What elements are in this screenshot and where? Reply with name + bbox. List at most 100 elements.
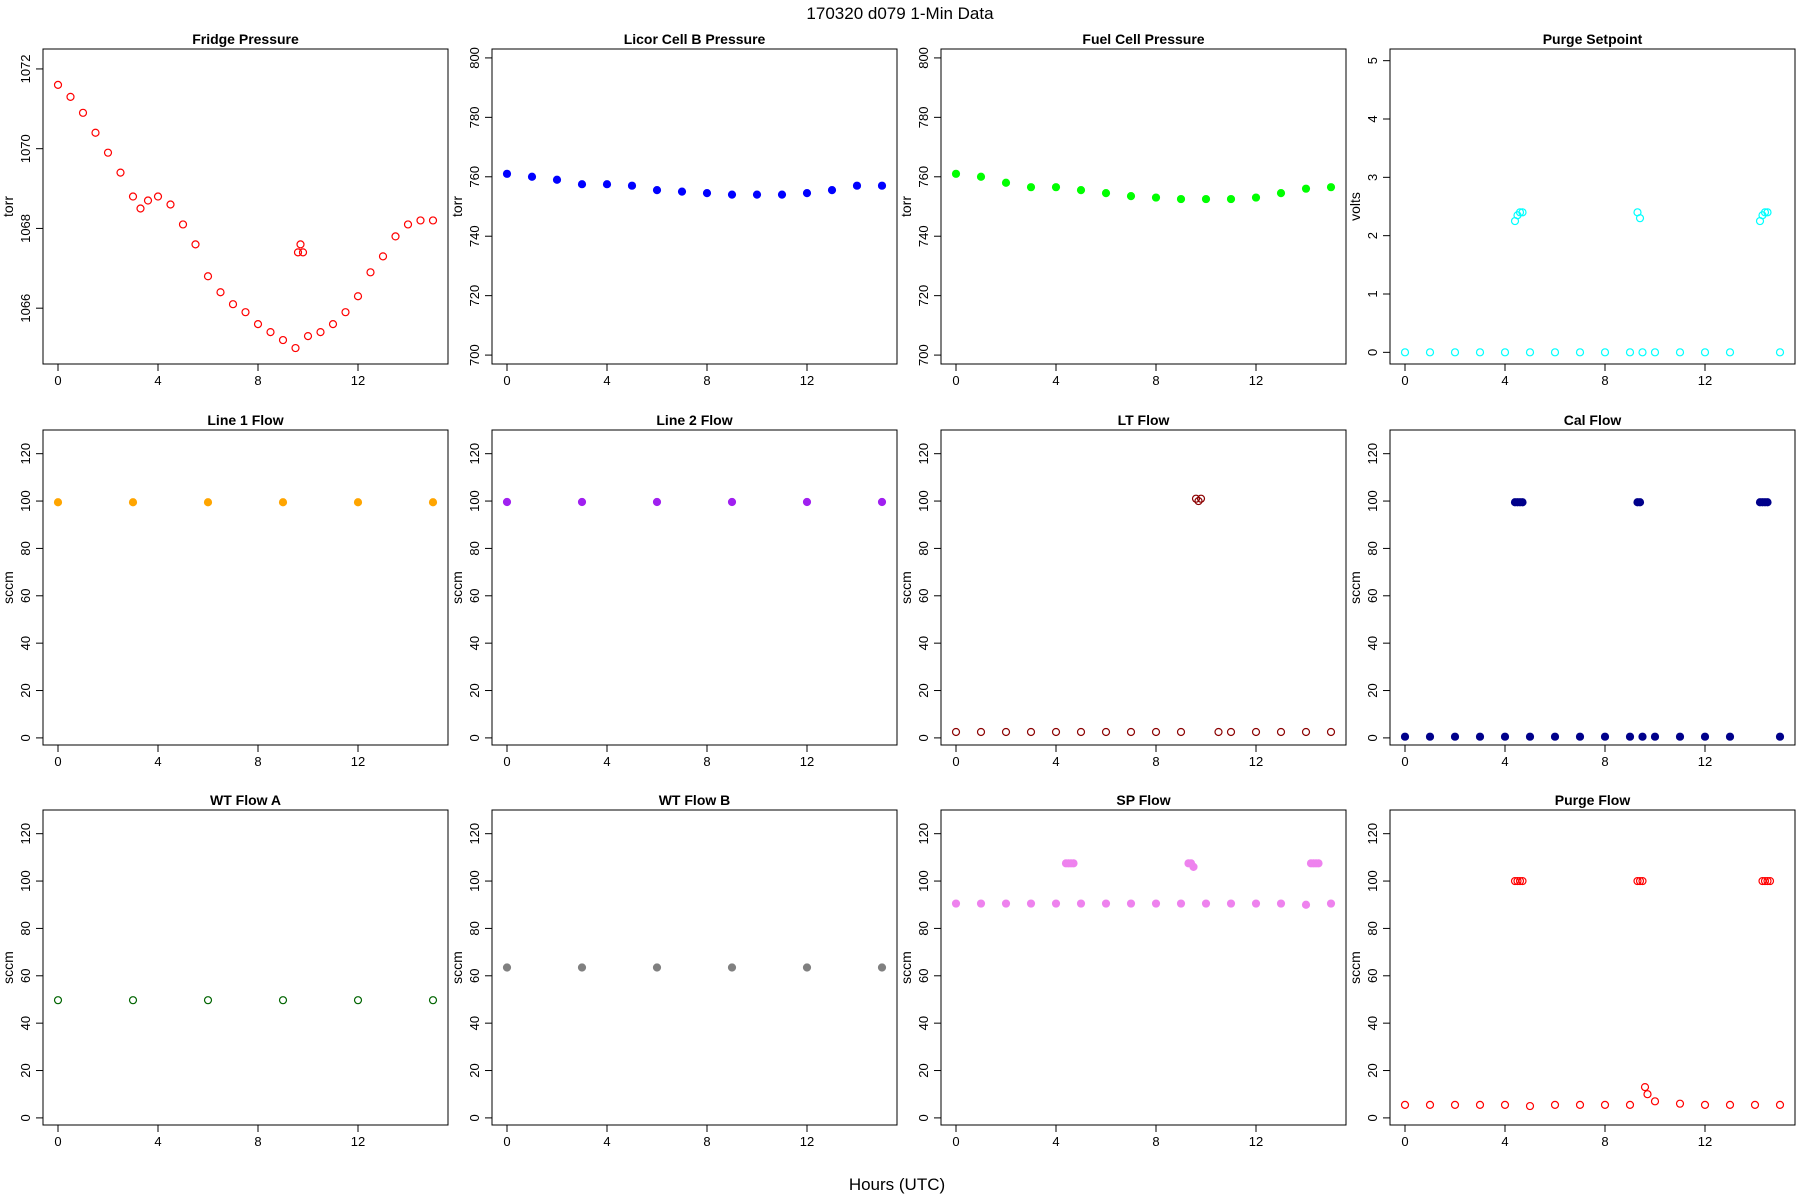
data-point — [1763, 208, 1772, 217]
data-point — [1550, 348, 1560, 357]
x-tick-label: 0 — [1401, 1134, 1408, 1149]
plot-frame — [42, 429, 449, 746]
y-tick-label: 20 — [916, 683, 931, 697]
data-point — [1640, 1083, 1650, 1092]
y-tick-label: 80 — [1365, 541, 1380, 555]
data-point — [677, 187, 687, 196]
data-point — [1500, 1100, 1510, 1109]
y-tick-label: 800 — [916, 47, 931, 69]
plot-frame — [940, 809, 1347, 1126]
y-tick-label: 100 — [916, 490, 931, 512]
x-tick-label: 0 — [1401, 373, 1408, 388]
data-point — [1600, 1100, 1610, 1109]
y-tick-label: 20 — [467, 683, 482, 697]
data-point — [366, 268, 375, 277]
data-point — [1675, 348, 1685, 357]
data-point — [577, 963, 587, 972]
data-point — [1515, 208, 1525, 217]
data-point — [1725, 732, 1735, 741]
x-tick-label: 0 — [54, 373, 61, 388]
data-point — [1515, 876, 1525, 886]
data-point — [1326, 183, 1336, 192]
data-point — [1276, 189, 1286, 198]
data-point — [1276, 899, 1286, 908]
data-point — [1301, 184, 1311, 193]
data-point — [652, 497, 662, 507]
y-tick-label: 20 — [1365, 1063, 1380, 1077]
y-tick-label: 740 — [916, 225, 931, 247]
y-tick-label: 120 — [1365, 443, 1380, 465]
y-tick-label: 80 — [1365, 921, 1380, 935]
data-point — [153, 192, 163, 201]
data-point — [91, 128, 100, 137]
y-axis-label: volts — [1347, 192, 1363, 221]
data-point — [1760, 876, 1770, 886]
data-point — [1575, 732, 1585, 741]
data-point — [278, 996, 288, 1005]
data-point — [53, 498, 63, 507]
data-point — [1051, 727, 1061, 737]
data-point — [1775, 732, 1785, 741]
data-point — [502, 169, 512, 178]
data-point — [166, 200, 175, 209]
data-point — [216, 288, 225, 297]
data-point — [353, 292, 363, 301]
panel-title: Cal Flow — [1564, 412, 1622, 428]
y-axis-label: sccm — [898, 571, 914, 604]
panel-title: Fridge Pressure — [192, 31, 299, 47]
plot-frame — [491, 48, 898, 365]
data-point — [1151, 727, 1161, 737]
data-point — [378, 252, 388, 261]
data-point — [1650, 732, 1660, 741]
data-point — [328, 320, 338, 329]
data-point — [1276, 727, 1286, 737]
data-point — [552, 175, 562, 184]
panel-title: Licor Cell B Pressure — [624, 31, 766, 47]
x-tick-label: 0 — [1401, 754, 1408, 769]
data-point — [1126, 727, 1136, 737]
data-point — [1176, 899, 1186, 908]
data-point — [1026, 899, 1036, 908]
y-axis-label: torr — [0, 196, 16, 217]
data-point — [1151, 899, 1161, 908]
panel-1: Licor Cell B Pressure torr 0 4 8 12 700 720 740 7… — [449, 31, 898, 388]
data-point — [1775, 348, 1785, 357]
y-tick-label: 0 — [467, 1114, 482, 1121]
x-tick-label: 8 — [1152, 754, 1159, 769]
data-point — [78, 108, 88, 117]
y-tick-label: 0 — [916, 1114, 931, 1121]
data-point — [577, 180, 587, 189]
y-tick-label: 20 — [1365, 683, 1380, 697]
x-tick-label: 4 — [1052, 373, 1059, 388]
data-point — [1525, 348, 1535, 357]
y-tick-label: 0 — [1365, 349, 1380, 356]
data-point — [752, 190, 762, 199]
y-axis-label: sccm — [449, 571, 465, 604]
data-point — [416, 216, 425, 225]
data-point — [727, 497, 737, 507]
y-tick-label: 60 — [1365, 969, 1380, 983]
y-tick-label: 60 — [1365, 589, 1380, 603]
data-point — [777, 190, 787, 199]
data-point — [266, 328, 275, 337]
y-axis-label: sccm — [0, 951, 16, 984]
data-point — [976, 899, 986, 908]
x-tick-label: 0 — [54, 754, 61, 769]
data-point — [1069, 859, 1078, 868]
y-tick-label: 0 — [18, 1114, 33, 1121]
y-tick-label: 120 — [467, 823, 482, 845]
data-point — [1126, 899, 1136, 908]
data-point — [203, 272, 213, 281]
data-point — [1513, 876, 1522, 886]
y-tick-label: 40 — [18, 636, 33, 650]
data-point — [1051, 183, 1061, 192]
panel-title: SP Flow — [1116, 792, 1170, 808]
y-tick-label: 120 — [1365, 823, 1380, 845]
data-point — [143, 196, 153, 205]
data-point — [1600, 732, 1610, 741]
data-point — [1101, 727, 1111, 737]
data-point — [1051, 899, 1061, 908]
